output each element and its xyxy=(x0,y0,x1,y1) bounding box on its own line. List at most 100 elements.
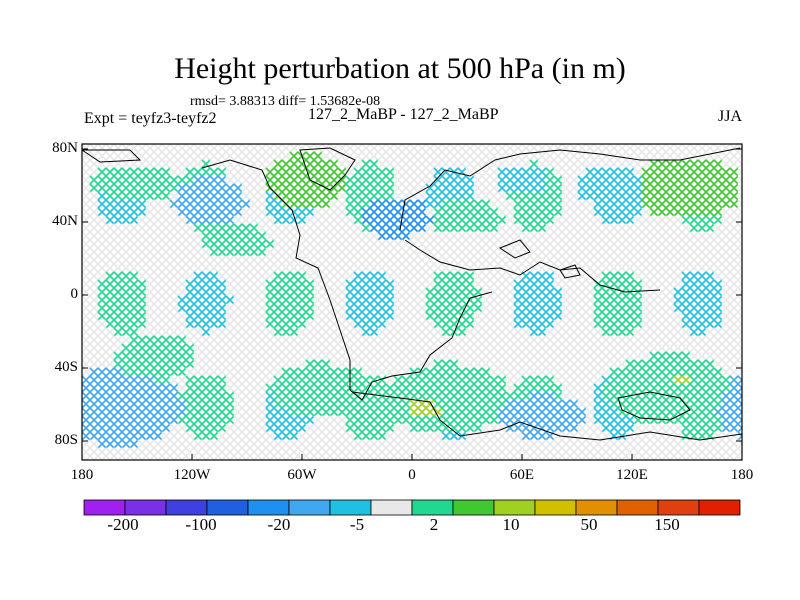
field-cell xyxy=(185,207,195,217)
field-cell xyxy=(657,167,667,177)
field-cell xyxy=(193,231,203,241)
field-cell xyxy=(649,335,659,345)
field-cell xyxy=(665,423,675,433)
field-cell xyxy=(105,287,115,297)
field-cell xyxy=(97,231,107,241)
field-cell xyxy=(385,431,395,441)
field-cell xyxy=(305,159,315,169)
field-cell xyxy=(625,455,635,460)
field-cell xyxy=(297,287,307,297)
field-cell xyxy=(209,159,219,169)
field-cell xyxy=(313,151,323,161)
field-cell xyxy=(137,223,147,233)
field-cell xyxy=(497,343,507,353)
field-cell xyxy=(329,255,339,265)
field-cell xyxy=(489,407,499,417)
field-cell xyxy=(377,263,387,273)
field-cell xyxy=(545,327,555,337)
field-cell xyxy=(497,303,507,313)
field-cell xyxy=(297,439,307,449)
field-cell xyxy=(601,167,611,177)
field-cell xyxy=(369,207,379,217)
field-cell xyxy=(561,335,571,345)
field-cell xyxy=(505,375,515,385)
field-cell xyxy=(177,367,187,377)
field-cell xyxy=(225,455,235,460)
field-cell xyxy=(441,399,451,409)
field-cell xyxy=(617,151,627,161)
field-cell xyxy=(625,351,635,361)
field-cell xyxy=(289,423,299,433)
field-cell xyxy=(569,367,579,377)
field-cell xyxy=(505,439,515,449)
field-cell xyxy=(145,311,155,321)
field-cell xyxy=(329,327,339,337)
field-cell xyxy=(649,279,659,289)
field-cell xyxy=(449,159,459,169)
field-cell xyxy=(577,423,587,433)
field-cell xyxy=(569,383,579,393)
field-cell xyxy=(617,415,627,425)
field-cell xyxy=(137,359,147,369)
field-cell xyxy=(633,327,643,337)
field-cell xyxy=(417,343,427,353)
field-cell xyxy=(705,159,715,169)
field-cell xyxy=(529,383,539,393)
field-cell xyxy=(201,247,211,257)
field-cell xyxy=(153,207,163,217)
field-cell xyxy=(177,303,187,313)
field-cell xyxy=(353,447,363,457)
field-cell xyxy=(241,144,251,153)
field-cell xyxy=(481,303,491,313)
field-cell xyxy=(161,239,171,249)
field-cell xyxy=(89,231,99,241)
field-cell xyxy=(417,319,427,329)
field-cell xyxy=(193,255,203,265)
field-cell xyxy=(201,351,211,361)
field-cell xyxy=(593,239,603,249)
field-cell xyxy=(649,367,659,377)
field-cell xyxy=(337,407,347,417)
field-cell xyxy=(313,199,323,209)
field-cell xyxy=(505,319,515,329)
field-cell xyxy=(673,175,683,185)
field-cell xyxy=(721,415,731,425)
field-cell xyxy=(529,407,539,417)
field-cell xyxy=(569,343,579,353)
field-cell xyxy=(361,423,371,433)
field-cell xyxy=(97,407,107,417)
field-cell xyxy=(113,191,123,201)
field-cell xyxy=(82,327,91,337)
field-cell xyxy=(569,231,579,241)
field-cell xyxy=(705,447,715,457)
field-cell xyxy=(169,271,179,281)
field-cell xyxy=(657,183,667,193)
field-cell xyxy=(689,167,699,177)
field-cell xyxy=(465,279,475,289)
field-cell xyxy=(89,383,99,393)
field-cell xyxy=(321,159,331,169)
field-cell xyxy=(209,399,219,409)
field-cell xyxy=(241,287,251,297)
field-cell xyxy=(241,247,251,257)
field-cell xyxy=(305,239,315,249)
field-cell xyxy=(593,335,603,345)
field-cell xyxy=(161,255,171,265)
field-cell xyxy=(82,423,91,433)
field-cell xyxy=(649,407,659,417)
field-cell xyxy=(161,295,171,305)
field-cell xyxy=(329,391,339,401)
field-cell xyxy=(185,415,195,425)
field-cell xyxy=(673,439,683,449)
field-cell xyxy=(337,367,347,377)
field-cell xyxy=(385,287,395,297)
field-cell xyxy=(497,335,507,345)
field-cell xyxy=(529,359,539,369)
field-cell xyxy=(457,327,467,337)
field-cell xyxy=(361,151,371,161)
field-cell xyxy=(641,183,651,193)
field-cell xyxy=(545,183,555,193)
field-cell xyxy=(233,271,243,281)
field-cell xyxy=(697,375,707,385)
field-cell xyxy=(721,231,731,241)
